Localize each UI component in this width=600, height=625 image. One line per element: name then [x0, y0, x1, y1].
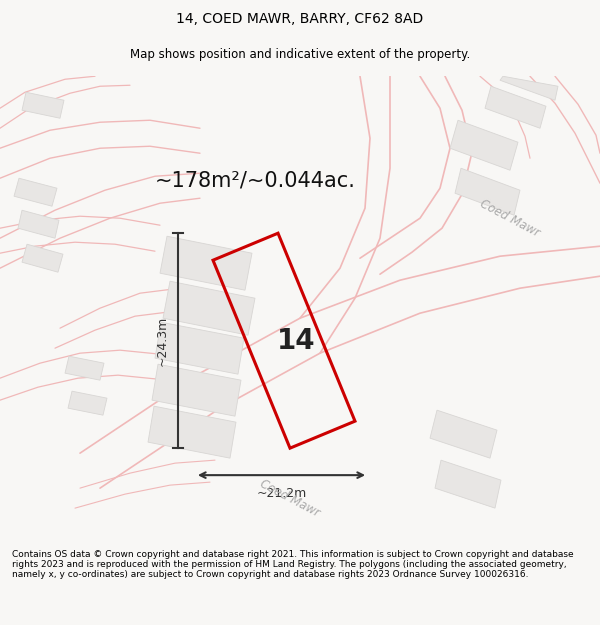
- Polygon shape: [435, 460, 501, 508]
- Polygon shape: [22, 244, 63, 272]
- Text: Coed Mawr: Coed Mawr: [258, 477, 322, 519]
- Text: ~21.2m: ~21.2m: [256, 487, 307, 499]
- Polygon shape: [148, 406, 236, 458]
- Polygon shape: [430, 410, 497, 458]
- Text: 14, COED MAWR, BARRY, CF62 8AD: 14, COED MAWR, BARRY, CF62 8AD: [176, 12, 424, 26]
- Text: Coed Mawr: Coed Mawr: [478, 197, 542, 239]
- Polygon shape: [22, 92, 64, 118]
- Text: ~24.3m: ~24.3m: [155, 316, 169, 366]
- Polygon shape: [14, 178, 57, 206]
- Polygon shape: [500, 76, 558, 100]
- Text: 14: 14: [277, 327, 316, 354]
- Polygon shape: [163, 281, 255, 335]
- Polygon shape: [160, 236, 252, 290]
- Text: Contains OS data © Crown copyright and database right 2021. This information is : Contains OS data © Crown copyright and d…: [12, 549, 574, 579]
- Text: Map shows position and indicative extent of the property.: Map shows position and indicative extent…: [130, 48, 470, 61]
- Polygon shape: [450, 120, 518, 170]
- Text: ~178m²/~0.044ac.: ~178m²/~0.044ac.: [155, 170, 355, 190]
- Polygon shape: [152, 364, 241, 416]
- Polygon shape: [18, 210, 59, 238]
- Polygon shape: [65, 356, 104, 380]
- Polygon shape: [155, 322, 244, 374]
- Polygon shape: [455, 168, 520, 215]
- Polygon shape: [485, 86, 546, 128]
- Polygon shape: [68, 391, 107, 415]
